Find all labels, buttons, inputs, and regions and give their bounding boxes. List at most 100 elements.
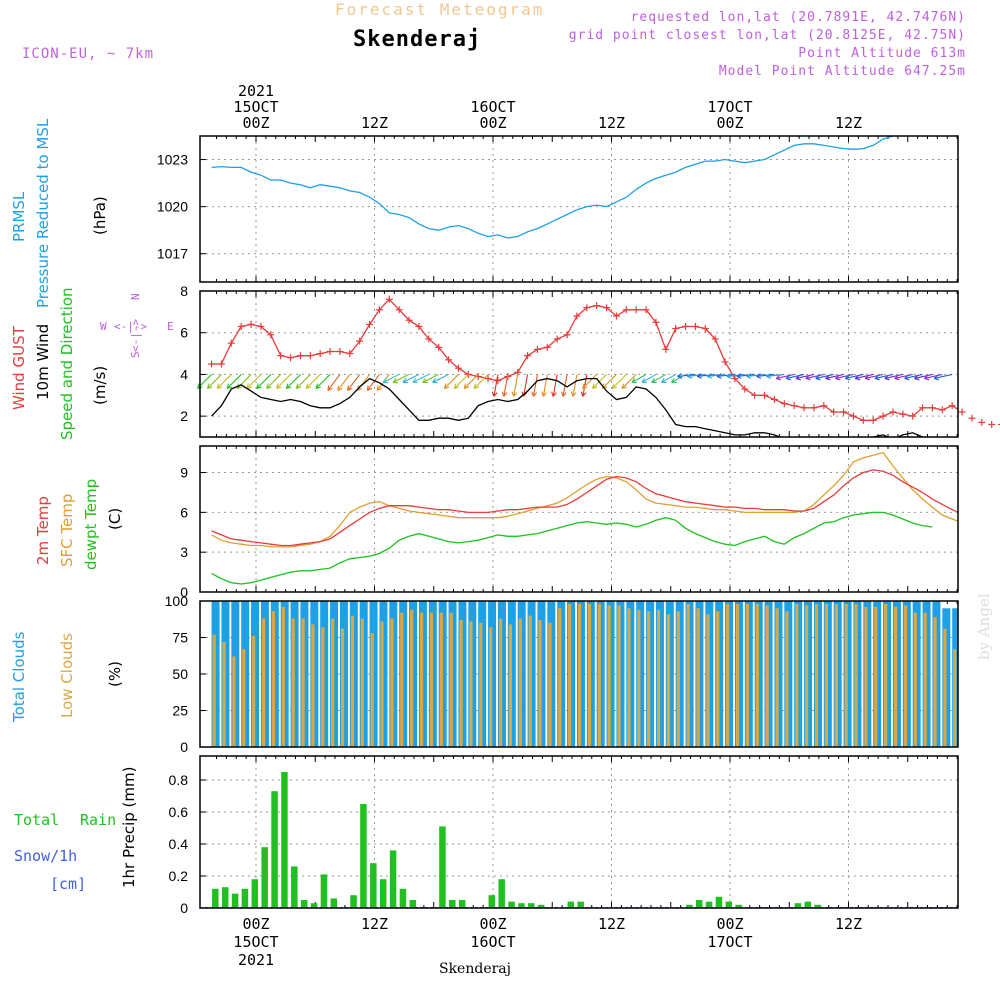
compass-w: W <box>100 320 107 333</box>
wind-arrow <box>206 374 222 389</box>
gust-point <box>751 391 759 399</box>
y-tick-label: 1017 <box>157 246 188 262</box>
rain-bar <box>735 904 742 908</box>
rain-bar <box>528 903 535 908</box>
rain-bar <box>518 903 525 908</box>
low-cloud-bar <box>814 603 819 747</box>
wind-arrow <box>631 373 647 383</box>
low-cloud-bar <box>587 603 592 747</box>
gust-point <box>484 375 492 383</box>
clouds-unit: (%) <box>106 661 124 687</box>
wind-arrow <box>677 373 696 379</box>
bottom-time-label: 15OCT <box>233 933 278 951</box>
bottom-time-label: 00Z <box>716 915 743 933</box>
gust-point <box>889 408 897 416</box>
rain-bar <box>350 895 357 908</box>
rain-bar <box>370 863 377 908</box>
gust-point <box>553 335 561 343</box>
rain-bar <box>281 772 288 908</box>
wind-speed-direction-label: Speed and Direction <box>58 287 76 440</box>
low-cloud-bar <box>716 611 720 747</box>
gust-point <box>682 322 690 330</box>
precip-snow-label: Snow/1h <box>14 847 77 865</box>
precip-rain-label: Rain <box>80 811 116 829</box>
gust-point <box>435 343 443 351</box>
low-cloud-bar <box>479 622 483 747</box>
rain-bar <box>212 888 219 908</box>
panel-frame <box>199 135 959 283</box>
compass-arrows-v: <-|-> <box>129 319 142 352</box>
y-tick-label: 0 <box>180 739 188 755</box>
gust-point <box>385 295 393 303</box>
low-cloud-bar <box>489 627 493 747</box>
low-cloud-bar <box>943 628 947 747</box>
bottom-time-label: 00Z <box>242 915 269 933</box>
gust-point <box>208 360 216 368</box>
gust-point <box>217 360 225 368</box>
wind-arrow <box>884 373 903 381</box>
compass-arrows-h: <-|-> <box>114 320 147 333</box>
rain-bar <box>498 879 505 908</box>
wind-arrow <box>582 374 598 389</box>
sfc-temp-label: SFC Temp <box>58 494 76 567</box>
gust-point <box>711 335 719 343</box>
gust-point <box>938 406 946 414</box>
rain-bar <box>251 879 259 908</box>
precip-unit: 1hr Precip (mm) <box>120 767 138 888</box>
gust-point <box>879 412 887 420</box>
rain-bar <box>330 898 338 908</box>
wind-arrow <box>453 374 469 389</box>
low-cloud-bar <box>755 603 759 747</box>
wind-arrow <box>795 373 815 381</box>
precip-total-label: Total <box>14 811 59 829</box>
low-cloud-bar <box>390 618 394 747</box>
gust-point <box>761 391 769 399</box>
gust-point <box>533 345 541 353</box>
wind-arrow <box>874 373 894 381</box>
rain-bar <box>705 901 713 908</box>
wind-arrow <box>392 373 410 384</box>
wind-arrow <box>337 374 351 391</box>
bottom-time-label: 2021 <box>238 951 274 969</box>
y-tick-label: 0 <box>180 584 188 600</box>
rain-bar <box>409 900 417 908</box>
wind-arrow <box>570 374 578 397</box>
rain-bar <box>320 874 328 908</box>
low-cloud-bar <box>735 603 740 747</box>
gust-point <box>840 408 848 416</box>
wind-arrow <box>611 374 627 389</box>
wind-arrow <box>696 373 716 379</box>
requested-coords: requested lon,lat (20.7891E, 42.7476N) <box>630 10 966 25</box>
y-tick-label: 0.6 <box>169 804 189 820</box>
wind-arrow <box>551 374 558 397</box>
gust-point <box>909 412 917 420</box>
wind-arrow <box>933 373 953 381</box>
wind-arrow <box>276 374 291 389</box>
wind-arrow <box>327 374 341 391</box>
low-cloud-bar <box>627 608 631 747</box>
low-cloud-bar <box>874 606 878 747</box>
precip-cm-label: [cm] <box>50 875 86 893</box>
gust-point <box>227 339 235 347</box>
dewpt-line <box>211 511 933 585</box>
panel-frame <box>199 600 959 748</box>
point-altitude: Point Altitude 613m <box>798 46 966 61</box>
rain-bar <box>725 901 733 908</box>
low-cloud-bar <box>854 603 858 747</box>
rain-bar <box>231 893 239 908</box>
low-cloud-bar <box>884 603 888 747</box>
gust-point <box>346 350 354 358</box>
rain-bar <box>291 866 298 908</box>
wind-arrow <box>443 374 459 389</box>
top-time-label: 2021 <box>238 82 274 100</box>
wind-arrow <box>914 373 933 381</box>
wind-arrow <box>894 373 913 381</box>
rain-bar <box>449 900 456 908</box>
gust-point <box>395 306 403 314</box>
wind-arrow <box>491 374 499 397</box>
low-cloud-bar <box>617 605 621 747</box>
y-tick-label: 25 <box>172 703 188 719</box>
top-time-label: 12Z <box>598 114 625 132</box>
wind-arrow <box>864 373 884 381</box>
top-time-label: 12Z <box>361 114 388 132</box>
